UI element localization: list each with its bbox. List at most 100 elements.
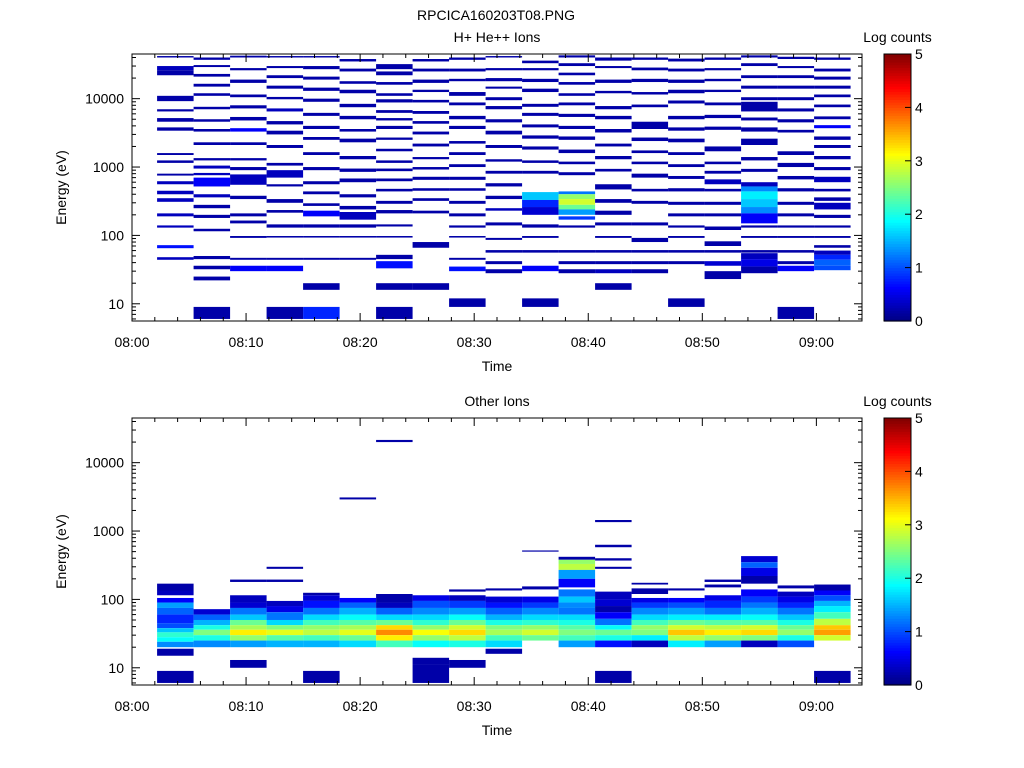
heatmap-cell: [485, 195, 523, 200]
colorbar-segment: [884, 647, 911, 651]
heatmap-cell: [303, 152, 340, 155]
heatmap-cell: [303, 595, 340, 601]
heatmap-cell: [704, 57, 742, 60]
heatmap-cell: [339, 619, 377, 626]
heatmap-cell: [303, 614, 340, 620]
colorbar-segment: [884, 604, 911, 609]
heatmap-cell: [193, 265, 231, 270]
heatmap-cell: [704, 241, 742, 246]
colorbar-segment: [884, 200, 911, 205]
heatmap-cell: [193, 172, 231, 176]
heatmap-cell: [303, 87, 340, 91]
heatmap-cell: [595, 115, 632, 120]
heatmap-cell: [266, 66, 304, 69]
colorbar-segment: [884, 150, 911, 154]
heatmap-cell: [777, 201, 815, 205]
colorbar-segment: [884, 312, 911, 317]
heatmap-cell: [412, 121, 450, 124]
heatmap-cell: [741, 614, 778, 620]
heatmap-cell: [230, 195, 267, 200]
heatmap-cell: [631, 614, 669, 620]
heatmap-cell: [558, 136, 596, 140]
colorbar-segment: [884, 668, 911, 673]
heatmap-cell: [193, 625, 231, 630]
heatmap-cell: [777, 151, 815, 155]
heatmap-cell: [741, 236, 778, 238]
colorbar-segment: [884, 436, 911, 440]
heatmap-cell: [449, 619, 486, 626]
heatmap-cell: [741, 63, 778, 67]
colorbar-segment: [884, 224, 911, 229]
colorbar-segment: [884, 136, 911, 141]
heatmap-cell: [449, 213, 486, 217]
heatmap-cell: [522, 160, 559, 163]
heatmap-cell: [230, 602, 267, 608]
heatmap-cell: [777, 607, 815, 615]
heatmap-cell: [303, 640, 340, 648]
heatmap-cell: [558, 199, 596, 205]
heatmap-cell: [449, 589, 486, 592]
heatmap-cell: [668, 100, 705, 104]
heatmap-cell: [303, 670, 340, 683]
heatmap-cell: [157, 190, 194, 195]
heatmap-cell: [157, 153, 194, 155]
heatmap-cell: [668, 250, 705, 253]
heatmap-cell: [668, 152, 705, 155]
heatmap-cell: [522, 602, 559, 608]
heatmap-cell: [230, 265, 267, 272]
colorbar-segment: [884, 208, 911, 213]
heatmap-cell: [339, 614, 377, 620]
heatmap-cell: [522, 250, 559, 253]
y-axis-label: Energy (eV): [53, 514, 69, 589]
colorbar-segment: [884, 487, 911, 491]
heatmap-cell: [814, 595, 851, 601]
y-tick-label: 100: [101, 591, 125, 607]
y-tick-label: 10: [108, 660, 124, 676]
heatmap-cell: [376, 629, 413, 636]
heatmap-cell: [814, 625, 851, 630]
heatmap-cell: [558, 225, 596, 228]
heatmap-cell: [303, 66, 340, 70]
colorbar-segment: [884, 532, 911, 537]
heatmap-cell: [449, 625, 486, 630]
x-tick-label: 08:30: [457, 698, 492, 714]
x-tick-label: 09:00: [799, 698, 834, 714]
heatmap-cell: [777, 625, 815, 630]
heatmap-cell: [668, 625, 705, 630]
colorbar-segment: [884, 168, 911, 173]
heatmap-cell: [704, 607, 742, 615]
heatmap-cell: [668, 213, 705, 217]
heatmap-cell: [485, 596, 523, 603]
colorbar-segment: [884, 88, 911, 92]
heatmap-cell: [266, 162, 304, 166]
heatmap-cell: [631, 619, 669, 626]
heatmap-cell: [558, 619, 596, 626]
heatmap-cell: [704, 619, 742, 626]
heatmap-cell: [485, 619, 523, 626]
heatmap-cell: [376, 178, 413, 182]
heatmap-cell: [376, 118, 413, 121]
colorbar-segment: [884, 115, 911, 119]
heatmap-cell: [449, 635, 486, 641]
heatmap-cell: [303, 600, 340, 608]
heatmap-cell: [303, 224, 340, 228]
heatmap-cell: [449, 78, 486, 82]
heatmap-cell: [777, 629, 815, 636]
heatmap-cell: [157, 257, 194, 260]
y-tick-label: 10000: [85, 455, 124, 471]
heatmap-cell: [193, 57, 231, 60]
heatmap-cell: [412, 99, 450, 103]
heatmap-cell: [303, 76, 340, 80]
heatmap-cell: [157, 245, 194, 249]
colorbar-segment: [884, 439, 911, 443]
heatmap-cell: [193, 177, 231, 187]
heatmap-cell: [376, 168, 413, 172]
colorbar-segment: [884, 171, 911, 175]
heatmap-cell: [485, 269, 523, 274]
heatmap-cell: [522, 78, 559, 83]
heatmap-cell: [741, 567, 778, 576]
heatmap-cell: [777, 619, 815, 626]
heatmap-cell: [376, 619, 413, 626]
heatmap-cell: [449, 115, 486, 120]
